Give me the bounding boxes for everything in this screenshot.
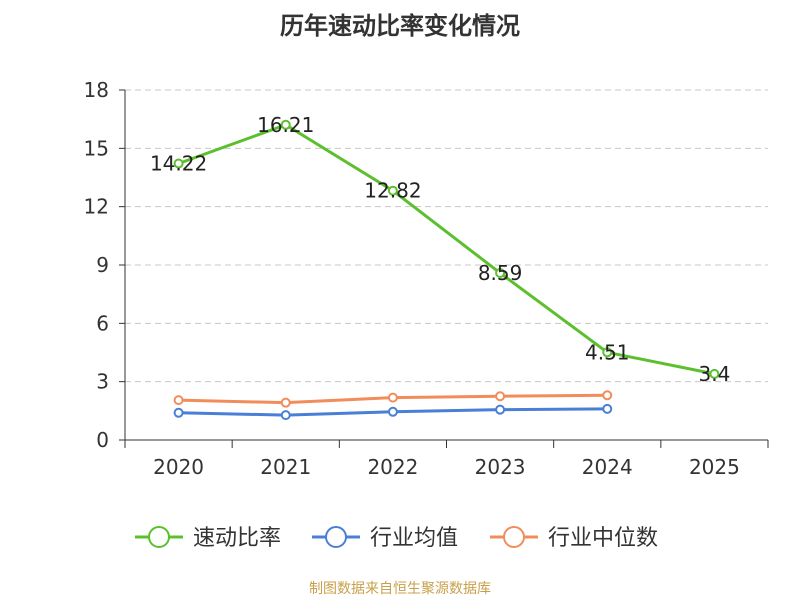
data-point <box>602 347 613 358</box>
y-tick-label: 15 <box>84 136 109 160</box>
data-point <box>387 185 398 196</box>
data-label: 14.22 <box>150 152 207 176</box>
data-point <box>709 368 720 379</box>
series-line-速动比率 <box>178 123 715 376</box>
data-label: 12.82 <box>364 179 421 203</box>
y-tick-label: 3 <box>96 370 109 394</box>
data-point <box>602 403 613 414</box>
data-point <box>173 158 184 169</box>
data-point <box>387 406 398 417</box>
axes: 0 3 6 9 12 15 18 2020 2021 2022 2023 2024 2025 <box>84 78 769 479</box>
data-point <box>280 119 291 130</box>
data-point <box>602 390 613 401</box>
data-point <box>495 267 506 278</box>
data-point <box>173 395 184 406</box>
data-label: 16.21 <box>257 113 314 137</box>
data-point <box>495 404 506 415</box>
legend-label: 行业中位数 <box>548 526 658 551</box>
data-point <box>173 407 184 418</box>
chart-title: 历年速动比率变化情况 <box>280 12 520 40</box>
legend: 速动比率 行业均值 行业中位数 <box>135 526 658 551</box>
legend-item-行业均值[interactable]: 行业均值 <box>312 526 458 551</box>
x-tick-label: 2021 <box>260 455 311 479</box>
y-tick-label: 6 <box>96 311 109 335</box>
legend-label: 速动比率 <box>193 526 281 551</box>
data-labels: 14.22 16.21 12.82 8.59 4.51 3.4 <box>150 113 730 386</box>
legend-item-行业中位数[interactable]: 行业中位数 <box>490 526 658 551</box>
legend-marker <box>325 526 347 548</box>
y-tick-label: 12 <box>84 195 109 219</box>
data-point <box>387 392 398 403</box>
x-tick-label: 2024 <box>582 455 633 479</box>
legend-item-速动比率[interactable]: 速动比率 <box>135 526 281 551</box>
x-tick-label: 2020 <box>153 455 204 479</box>
legend-label: 行业均值 <box>370 526 458 551</box>
data-label: 4.51 <box>585 340 630 364</box>
source-note: 制图数据来自恒生聚源数据库 <box>309 581 491 597</box>
y-tick-label: 9 <box>96 253 109 277</box>
data-label: 3.4 <box>699 362 731 386</box>
data-point <box>495 391 506 402</box>
data-point <box>280 397 291 408</box>
legend-marker <box>148 526 170 548</box>
x-tick-label: 2025 <box>689 455 740 479</box>
data-label: 8.59 <box>478 261 523 285</box>
series-lines <box>173 119 720 421</box>
data-point <box>280 410 291 421</box>
y-tick-label: 0 <box>96 428 109 452</box>
legend-marker <box>503 526 525 548</box>
x-tick-label: 2023 <box>475 455 526 479</box>
grid-lines <box>125 89 768 383</box>
x-tick-label: 2022 <box>367 455 418 479</box>
y-tick-label: 18 <box>84 78 109 102</box>
